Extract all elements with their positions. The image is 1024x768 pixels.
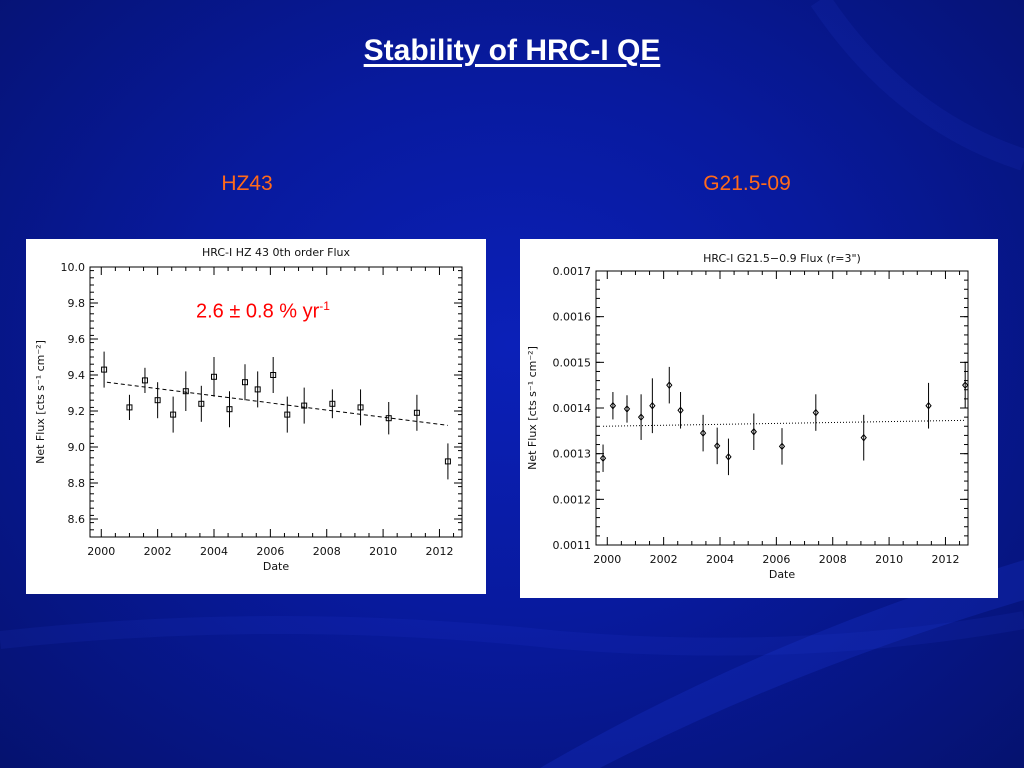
x-tick-label: 2002 bbox=[650, 553, 678, 566]
data-point bbox=[226, 406, 233, 413]
data-point bbox=[714, 442, 721, 450]
y-tick-label: 9.0 bbox=[68, 441, 86, 454]
data-point bbox=[254, 386, 261, 393]
data-point bbox=[284, 411, 291, 418]
x-tick-label: 2012 bbox=[931, 553, 959, 566]
data-point bbox=[677, 406, 684, 415]
fit-rate-annotation: 2.6 ± 0.8 % yr-1 bbox=[196, 299, 330, 324]
y-tick-label: 9.2 bbox=[68, 405, 86, 418]
y-tick-label: 9.8 bbox=[68, 297, 86, 310]
x-tick-label: 2006 bbox=[256, 545, 284, 558]
y-tick-label: 0.0013 bbox=[553, 448, 592, 461]
data-point bbox=[329, 400, 336, 407]
fit-rate-value: 2.6 ± 0.8 % yr bbox=[196, 300, 320, 323]
data-point bbox=[154, 397, 161, 404]
data-point bbox=[666, 381, 673, 389]
data-point bbox=[198, 400, 205, 407]
chart-title: HRC-I G21.5−0.9 Flux (r=3") bbox=[703, 252, 861, 265]
hz43-plot-card: HRC-I HZ 43 0th order Flux 2000 2002 2004 20… bbox=[26, 239, 486, 594]
y-tick-label: 9.6 bbox=[68, 333, 86, 346]
y-tick-label: 0.0014 bbox=[553, 402, 592, 415]
y-tick-label: 0.0015 bbox=[553, 356, 592, 369]
x-tick-label: 2004 bbox=[706, 553, 734, 566]
x-tick-label: 2000 bbox=[87, 545, 115, 558]
data-point bbox=[860, 433, 867, 442]
data-point bbox=[750, 427, 757, 436]
data-point bbox=[599, 454, 607, 463]
data-point bbox=[385, 415, 392, 422]
chart-title: HRC-I HZ 43 0th order Flux bbox=[202, 246, 351, 259]
y-axis-label: Net Flux [cts s⁻¹ cm⁻²] bbox=[34, 340, 47, 464]
data-point bbox=[242, 379, 248, 386]
y-axis-label: Net Flux [cts s⁻¹ cm⁻²] bbox=[526, 346, 539, 470]
right-panel-heading: G21.5-09 bbox=[703, 172, 791, 195]
x-tick-label: 2010 bbox=[369, 545, 397, 558]
left-panel-heading: HZ43 bbox=[221, 172, 273, 195]
y-tick-label: 9.4 bbox=[68, 369, 86, 382]
data-point bbox=[725, 453, 732, 461]
y-tick-label: 0.0011 bbox=[553, 539, 592, 552]
data-point bbox=[444, 458, 451, 465]
data-point bbox=[778, 442, 786, 451]
data-point bbox=[962, 381, 969, 389]
data-point bbox=[141, 377, 148, 384]
data-point bbox=[413, 409, 420, 416]
data-point bbox=[637, 413, 645, 421]
g21-flux-chart: HRC-I G21.5−0.9 Flux (r=3") 2000 2002 2004 2… bbox=[526, 252, 969, 581]
fit-line bbox=[106, 381, 448, 426]
data-point bbox=[101, 366, 108, 373]
x-tick-label: 2012 bbox=[425, 545, 453, 558]
hz43-flux-chart: HRC-I HZ 43 0th order Flux 2000 2002 2004 20… bbox=[34, 246, 463, 573]
data-point bbox=[623, 405, 631, 413]
y-tick-label: 0.0017 bbox=[553, 265, 592, 278]
x-tick-label: 2004 bbox=[200, 545, 228, 558]
y-tick-label: 0.0016 bbox=[553, 311, 592, 324]
x-tick-label: 2008 bbox=[313, 545, 341, 558]
data-point bbox=[609, 401, 617, 410]
data-point bbox=[301, 402, 308, 409]
data-point bbox=[182, 388, 189, 395]
fit-rate-exponent: -1 bbox=[319, 299, 330, 313]
x-tick-label: 2000 bbox=[593, 553, 621, 566]
y-tick-label: 8.8 bbox=[68, 477, 86, 490]
data-point bbox=[211, 373, 217, 380]
data-point bbox=[270, 372, 277, 378]
x-tick-label: 2010 bbox=[875, 553, 903, 566]
x-tick-label: 2006 bbox=[762, 553, 790, 566]
data-point bbox=[812, 408, 819, 417]
data-point bbox=[126, 404, 133, 411]
data-point bbox=[925, 401, 932, 410]
x-axis-label: Date bbox=[263, 560, 290, 573]
x-tick-label: 2008 bbox=[819, 553, 847, 566]
plot-frame bbox=[89, 266, 463, 538]
fit-line bbox=[603, 419, 966, 427]
x-tick-label: 2002 bbox=[144, 545, 172, 558]
y-tick-label: 8.6 bbox=[68, 513, 86, 526]
data-point bbox=[170, 411, 177, 418]
data-point bbox=[649, 401, 656, 410]
g21-plot-card: HRC-I G21.5−0.9 Flux (r=3") 2000 2002 2004 2… bbox=[520, 239, 998, 598]
data-point bbox=[357, 404, 364, 411]
y-tick-label: 10.0 bbox=[61, 261, 86, 274]
y-tick-label: 0.0012 bbox=[553, 493, 592, 506]
data-point bbox=[699, 429, 707, 437]
x-axis-label: Date bbox=[769, 568, 796, 581]
slide-title: Stability of HRC-I QE bbox=[363, 34, 661, 67]
